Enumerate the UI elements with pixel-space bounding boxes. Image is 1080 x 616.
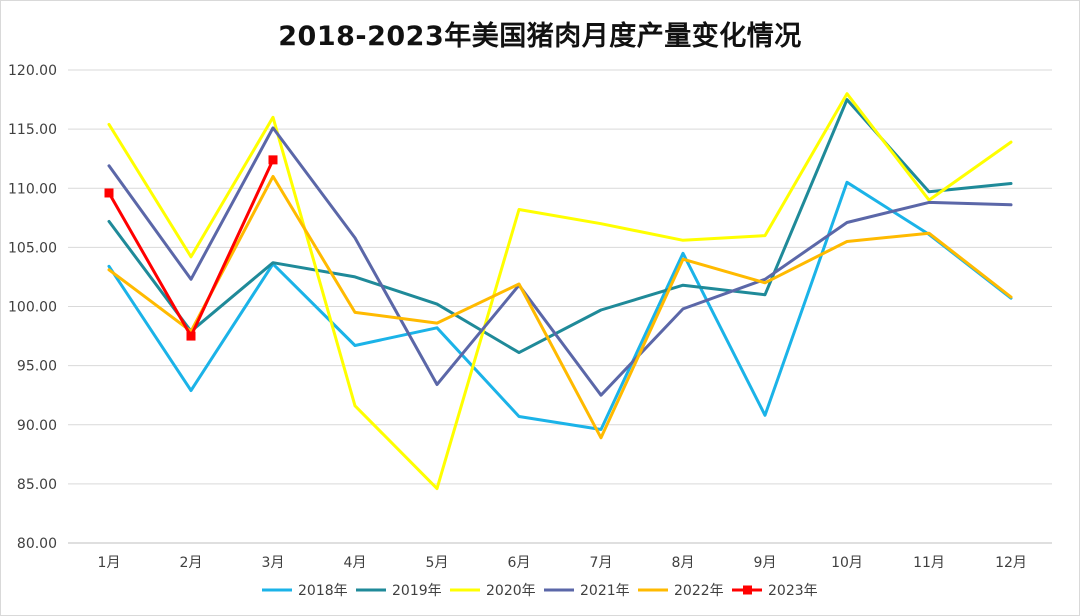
legend-item: 2021年: [544, 583, 630, 599]
data-point: [268, 155, 278, 165]
series-2020年: [107, 92, 1013, 491]
legend-label: 2022年: [674, 583, 724, 599]
chart-title: 2018-2023年美国猪肉月度产量变化情况: [278, 21, 802, 52]
x-tick-label: 2月: [180, 555, 203, 571]
x-tick-label: 7月: [590, 555, 613, 571]
grid-layer: [68, 69, 1052, 544]
x-tick-label: 10月: [831, 555, 863, 571]
x-tick-label: 8月: [672, 555, 695, 571]
series-2021年: [107, 126, 1013, 397]
series-2019年: [107, 98, 1013, 355]
legend-marker: [743, 585, 752, 595]
y-tick-label: 120.00: [8, 63, 57, 79]
x-tick-label: 6月: [508, 555, 531, 571]
legend-label: 2019年: [392, 583, 442, 599]
x-tick-label: 5月: [426, 555, 449, 571]
x-tick-label: 9月: [754, 555, 777, 571]
x-tick-label: 12月: [995, 555, 1027, 571]
y-tick-label: 105.00: [8, 240, 57, 256]
legend-item: 2018年: [262, 583, 348, 599]
y-tick-label: 95.00: [17, 359, 57, 375]
legend-label: 2023年: [768, 583, 818, 599]
series-layer: [104, 92, 1013, 491]
series-line: [107, 92, 1013, 491]
x-tick-label: 11月: [913, 555, 945, 571]
x-tick-label: 4月: [344, 555, 367, 571]
series-2022年: [107, 174, 1013, 440]
legend-label: 2020年: [486, 583, 536, 599]
series-2023年: [104, 155, 278, 341]
legend-item: 2023年: [732, 583, 818, 599]
series-line: [107, 174, 1013, 440]
legend-label: 2018年: [298, 583, 348, 599]
series-line: [107, 158, 275, 338]
y-tick-label: 100.00: [8, 300, 57, 316]
legend-item: 2020年: [450, 583, 536, 599]
y-tick-label: 90.00: [17, 418, 57, 434]
data-point: [104, 188, 114, 198]
series-line: [107, 98, 1013, 355]
legend-label: 2021年: [580, 583, 630, 599]
legend-item: 2019年: [356, 583, 442, 599]
legend: 2018年 2019年 2020年 2021年 2022年 2023年: [262, 583, 818, 599]
x-tick-label: 3月: [262, 555, 285, 571]
legend-item: 2022年: [638, 583, 724, 599]
y-tick-label: 110.00: [8, 181, 57, 197]
series-line: [107, 126, 1013, 397]
y-tick-label: 85.00: [17, 477, 57, 493]
series-line: [107, 180, 1013, 431]
x-tick-label: 1月: [98, 555, 121, 571]
x-axis: 1月 2月 3月 4月 5月 6月 7月 8月 9月 10月 11月 12月: [98, 555, 1027, 571]
y-tick-label: 80.00: [17, 536, 57, 552]
data-point: [186, 331, 196, 341]
series-2018年: [107, 180, 1013, 431]
y-axis: 80.00 85.00 90.00 95.00 100.00 105.00 110.00 11…: [8, 63, 57, 552]
y-tick-label: 115.00: [8, 122, 57, 138]
